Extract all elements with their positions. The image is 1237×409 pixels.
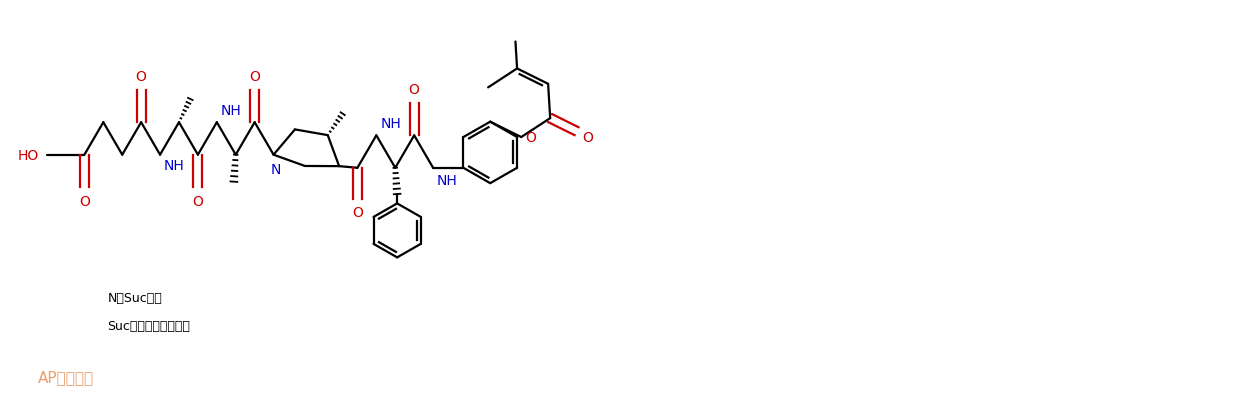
Text: O: O xyxy=(408,83,419,97)
Text: O: O xyxy=(193,195,203,209)
Text: HO: HO xyxy=(17,148,38,162)
Text: O: O xyxy=(136,70,147,83)
Text: Suc：丁二酸、琥珀酸: Suc：丁二酸、琥珀酸 xyxy=(108,319,190,332)
Text: O: O xyxy=(583,131,594,145)
Text: N: N xyxy=(271,163,281,177)
Text: NH: NH xyxy=(437,173,458,187)
Text: O: O xyxy=(526,131,536,145)
Text: AP专肽生物: AP专肽生物 xyxy=(37,369,94,384)
Text: NH: NH xyxy=(380,117,401,131)
Text: N端Suc修饰: N端Suc修饰 xyxy=(108,292,162,304)
Text: NH: NH xyxy=(220,104,241,118)
Text: NH: NH xyxy=(165,158,184,172)
Text: O: O xyxy=(249,70,260,83)
Text: O: O xyxy=(79,195,90,209)
Text: O: O xyxy=(353,206,362,220)
